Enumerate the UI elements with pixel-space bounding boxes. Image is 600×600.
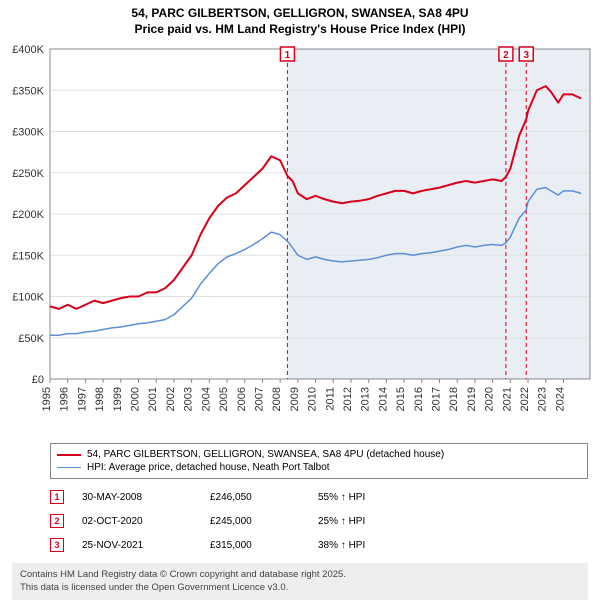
svg-text:£0: £0 (32, 374, 44, 386)
sale-price: £246,050 (210, 492, 300, 503)
sale-marker: 2 (50, 514, 64, 528)
svg-text:2000: 2000 (130, 387, 142, 411)
legend-row: HPI: Average price, detached house, Neat… (57, 461, 581, 474)
svg-text:1999: 1999 (112, 387, 124, 411)
svg-text:2022: 2022 (519, 387, 531, 411)
footer-line-2: This data is licensed under the Open Gov… (20, 582, 580, 594)
svg-text:2008: 2008 (271, 387, 283, 411)
svg-text:2002: 2002 (165, 387, 177, 411)
svg-text:2001: 2001 (147, 387, 159, 411)
sale-marker: 1 (50, 490, 64, 504)
svg-text:1: 1 (285, 50, 291, 61)
chart-title: 54, PARC GILBERTSON, GELLIGRON, SWANSEA,… (0, 0, 600, 39)
svg-text:1997: 1997 (76, 387, 88, 411)
svg-text:2017: 2017 (431, 387, 443, 411)
svg-text:2021: 2021 (501, 387, 513, 411)
sale-date: 02-OCT-2020 (82, 516, 192, 527)
svg-text:1995: 1995 (41, 387, 53, 411)
svg-text:2024: 2024 (554, 387, 566, 411)
svg-text:£100K: £100K (12, 292, 44, 304)
chart-area: £0 £50K £100K £150K £200K £250K £300K £350K £400… (0, 39, 600, 439)
svg-text:2004: 2004 (200, 387, 212, 411)
legend-swatch (57, 454, 81, 456)
svg-text:2010: 2010 (307, 387, 319, 411)
legend-swatch (57, 467, 81, 468)
svg-text:£200K: £200K (12, 209, 44, 221)
chart-container: 54, PARC GILBERTSON, GELLIGRON, SWANSEA,… (0, 0, 600, 590)
footer-attribution: Contains HM Land Registry data © Crown c… (12, 563, 588, 600)
legend-row: 54, PARC GILBERTSON, GELLIGRON, SWANSEA,… (57, 448, 581, 461)
svg-text:2006: 2006 (236, 387, 248, 411)
svg-text:2023: 2023 (537, 387, 549, 411)
svg-text:2013: 2013 (360, 387, 372, 411)
svg-text:2: 2 (503, 50, 509, 61)
svg-text:£250K: £250K (12, 168, 44, 180)
sale-delta: 25% ↑ HPI (318, 516, 408, 527)
sale-price: £245,000 (210, 516, 300, 527)
sale-price: £315,000 (210, 540, 300, 551)
svg-text:£400K: £400K (12, 44, 44, 56)
svg-text:2009: 2009 (289, 387, 301, 411)
legend-label: HPI: Average price, detached house, Neat… (87, 462, 330, 473)
legend: 54, PARC GILBERTSON, GELLIGRON, SWANSEA,… (50, 443, 588, 479)
sale-delta: 55% ↑ HPI (318, 492, 408, 503)
svg-text:2018: 2018 (448, 387, 460, 411)
legend-label: 54, PARC GILBERTSON, GELLIGRON, SWANSEA,… (87, 449, 444, 460)
svg-text:£50K: £50K (18, 333, 44, 345)
svg-text:2016: 2016 (413, 387, 425, 411)
svg-text:2019: 2019 (466, 387, 478, 411)
chart-svg: £0 £50K £100K £150K £200K £250K £300K £350K £400… (0, 39, 600, 439)
svg-text:2003: 2003 (183, 387, 195, 411)
sale-date: 30-MAY-2008 (82, 492, 192, 503)
svg-text:1998: 1998 (94, 387, 106, 411)
footer-line-1: Contains HM Land Registry data © Crown c… (20, 569, 580, 581)
svg-text:3: 3 (523, 50, 529, 61)
svg-text:1996: 1996 (59, 387, 71, 411)
svg-text:2011: 2011 (324, 387, 336, 411)
svg-text:£300K: £300K (12, 127, 44, 139)
svg-text:2020: 2020 (484, 387, 496, 411)
sales-table: 1 30-MAY-2008 £246,050 55% ↑ HPI 2 02-OCT-202… (50, 485, 588, 557)
sale-row: 2 02-OCT-2020 £245,000 25% ↑ HPI (50, 509, 588, 533)
svg-text:2014: 2014 (377, 387, 389, 411)
sale-row: 1 30-MAY-2008 £246,050 55% ↑ HPI (50, 485, 588, 509)
sale-marker: 3 (50, 538, 64, 552)
title-line-2: Price paid vs. HM Land Registry's House … (4, 22, 596, 38)
title-line-1: 54, PARC GILBERTSON, GELLIGRON, SWANSEA,… (4, 6, 596, 22)
svg-text:£150K: £150K (12, 250, 44, 262)
svg-text:2007: 2007 (253, 387, 265, 411)
sale-row: 3 25-NOV-2021 £315,000 38% ↑ HPI (50, 533, 588, 557)
svg-text:2015: 2015 (395, 387, 407, 411)
sale-delta: 38% ↑ HPI (318, 540, 408, 551)
svg-text:2005: 2005 (218, 387, 230, 411)
sale-date: 25-NOV-2021 (82, 540, 192, 551)
svg-text:£350K: £350K (12, 85, 44, 97)
svg-text:2012: 2012 (342, 387, 354, 411)
